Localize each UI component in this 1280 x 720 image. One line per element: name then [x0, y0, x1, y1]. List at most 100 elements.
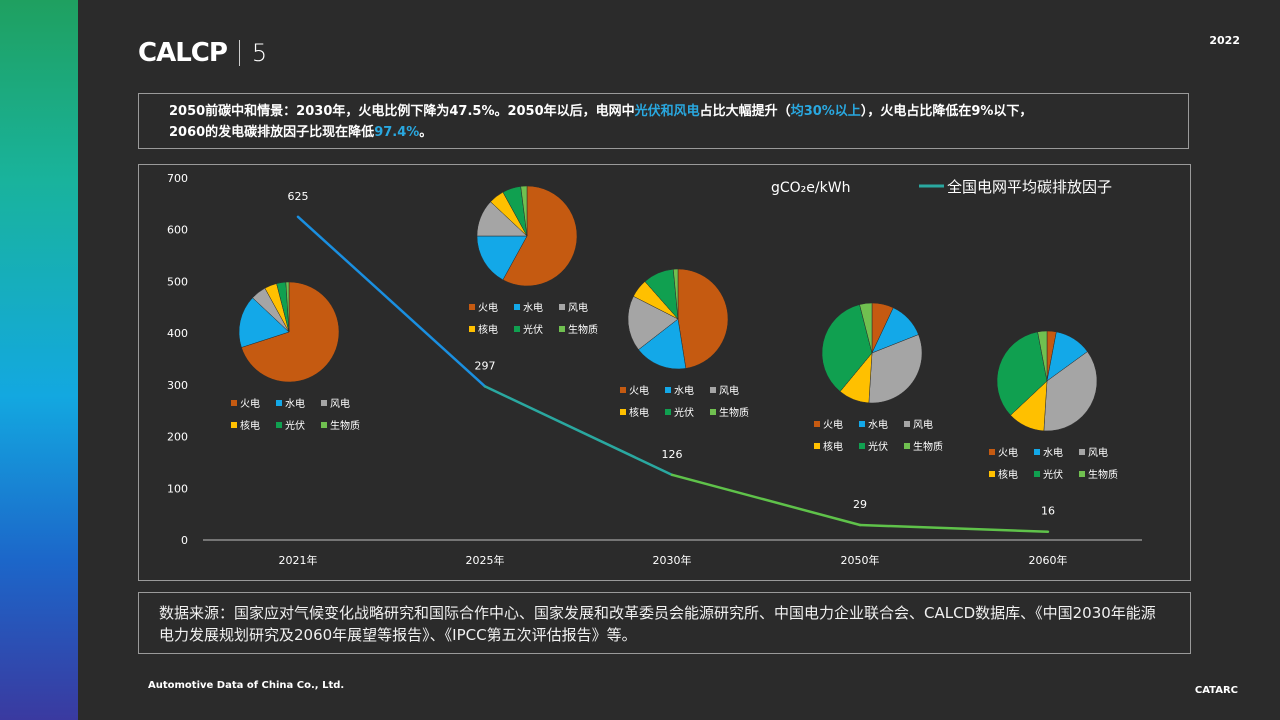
pie-legend-swatch [710, 409, 716, 415]
pie-legend-swatch [859, 421, 865, 427]
headline-box: 2050前碳中和情景：2030年，火电比例下降为47.5%。2050年以后，电网… [138, 93, 1189, 149]
pie-slice [627, 295, 679, 350]
legend-label: 全国电网平均碳排放因子 [947, 178, 1112, 196]
x-tick-label: 2030年 [653, 553, 692, 567]
x-tick-label: 2060年 [1029, 553, 1068, 567]
pie-slice [859, 302, 873, 354]
pie-legend-label: 核电 [823, 440, 843, 453]
pie-legend-swatch [231, 400, 237, 406]
pie-legend-swatch [989, 471, 995, 477]
series-line-segment [670, 473, 862, 527]
headline-text: ），火电占比降低在9%以下， [860, 104, 1033, 119]
footer-company: Automotive Data of China Co., Ltd. [148, 680, 345, 691]
y-tick-label: 400 [167, 327, 188, 340]
x-tick-label: 2050年 [841, 553, 880, 567]
logo-text: CALCP [138, 38, 228, 68]
side-gradient-bar [0, 0, 78, 720]
pie-legend-label: 光伏 [285, 419, 305, 432]
pie-legend-label: 水电 [523, 301, 543, 314]
logo-number: 5 [251, 39, 268, 67]
pie-legend-swatch [665, 387, 671, 393]
pie-legend-label: 核电 [998, 468, 1018, 481]
headline-highlight: 光伏和风电 [634, 104, 700, 119]
headline-text: 2060的发电碳排放因子比现在降低 [169, 125, 375, 140]
pie-legend-swatch [859, 443, 865, 449]
pie-legend-label: 火电 [998, 446, 1018, 459]
pie-legend-label: 光伏 [868, 440, 888, 453]
pie-legend-label: 生物质 [1088, 468, 1118, 481]
pie-legend-swatch [514, 326, 520, 332]
source-box: 数据来源：国家应对气候变化战略研究和国际合作中心、国家发展和改革委员会能源研究所… [138, 592, 1191, 654]
pie-slice [638, 318, 687, 370]
series-line-segment [858, 523, 1050, 533]
unit-label: gCO₂e/kWh [771, 180, 850, 196]
pie-legend-swatch [276, 400, 282, 406]
pie-legend-label: 水电 [285, 397, 305, 410]
pie-legend-label: 光伏 [523, 323, 543, 336]
pie-legend-swatch [904, 443, 910, 449]
year-label: 2022 [1209, 34, 1240, 47]
pie-legend-label: 风电 [330, 397, 350, 410]
pie-legend-swatch [321, 400, 327, 406]
pie-legend-label: 风电 [1088, 446, 1108, 459]
pie-slice [476, 235, 528, 281]
data-label: 16 [1041, 505, 1055, 518]
headline-line-2: 2060的发电碳排放因子比现在降低97.4%。 [169, 122, 1158, 143]
y-tick-label: 100 [167, 482, 188, 495]
pie-legend-swatch [1034, 471, 1040, 477]
pie-legend-swatch [469, 304, 475, 310]
pie-legend-swatch [814, 443, 820, 449]
pie-slice [1037, 330, 1048, 382]
pie-legend-swatch [231, 422, 237, 428]
footer-brand: CATARC [1194, 685, 1238, 696]
pie-slice [821, 304, 873, 392]
pie-legend-label: 风电 [719, 384, 739, 397]
pie-legend-label: 生物质 [913, 440, 943, 453]
pie-legend-swatch [665, 409, 671, 415]
pie-legend-label: 火电 [478, 301, 498, 314]
data-label: 625 [288, 190, 309, 203]
y-tick-label: 0 [181, 534, 188, 547]
pie-legend-label: 水电 [868, 418, 888, 431]
pie-legend-label: 风电 [568, 301, 588, 314]
pie-slice [996, 331, 1048, 416]
y-tick-label: 200 [167, 431, 188, 444]
headline-highlight: 均30%以上 [790, 104, 861, 119]
pie-legend-label: 核电 [629, 406, 649, 419]
pie-legend-label: 核电 [478, 323, 498, 336]
pie-legend-label: 生物质 [568, 323, 598, 336]
series-line-segment [483, 385, 674, 477]
emission-chart: 0 100 200 300 400 500 600 700 2021年 2025年 2030年 205… [167, 172, 1142, 567]
pie-legend-swatch [710, 387, 716, 393]
pie-legend-swatch [989, 449, 995, 455]
headline-highlight: 97.4% [374, 125, 420, 140]
pie-slice [502, 185, 578, 287]
pie-legend-label: 火电 [629, 384, 649, 397]
pie-legend-label: 核电 [240, 419, 260, 432]
pie-legend-swatch [620, 387, 626, 393]
x-tick-label: 2025年 [466, 553, 505, 567]
y-tick-label: 600 [167, 224, 188, 237]
y-tick-label: 300 [167, 379, 188, 392]
pie-slice [238, 297, 290, 348]
pie-legend-label: 水电 [1043, 446, 1063, 459]
pie-slice [868, 334, 923, 404]
pie-legend-label: 水电 [674, 384, 694, 397]
headline-text: 。 [419, 125, 433, 140]
chart-frame: 0 100 200 300 400 500 600 700 2021年 2025年 2030年 205… [138, 164, 1191, 581]
series-line-segment [296, 215, 487, 388]
data-label: 29 [853, 498, 867, 511]
pie-slice [677, 268, 729, 369]
brand-logo: CALCP 5 [138, 38, 267, 68]
headline-text: 2050前碳中和情景：2030年，火电比例下降为47.5%。2050年以后，电网… [169, 104, 635, 119]
pie-slice [1043, 351, 1098, 432]
pie-slice [673, 268, 679, 320]
pie-legend-label: 火电 [240, 397, 260, 410]
pie-legend-label: 生物质 [719, 406, 749, 419]
pie-legend-swatch [1034, 449, 1040, 455]
headline-line-1: 2050前碳中和情景：2030年，火电比例下降为47.5%。2050年以后，电网… [169, 101, 1158, 122]
pie-legend-swatch [514, 304, 520, 310]
pie-legend-swatch [469, 326, 475, 332]
x-tick-label: 2021年 [279, 553, 318, 567]
pie-legend-label: 火电 [823, 418, 843, 431]
